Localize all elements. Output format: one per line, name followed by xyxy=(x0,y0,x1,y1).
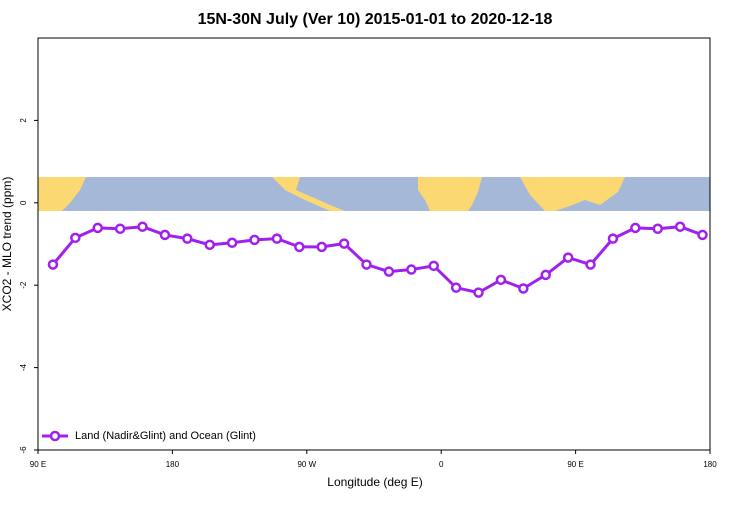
y-tick-label: 0 xyxy=(19,200,28,205)
point xyxy=(70,232,81,244)
x-tick-label: 90 E xyxy=(567,460,583,469)
point xyxy=(607,233,619,244)
legend: Land (Nadir&Glint) and Ocean (Glint) xyxy=(42,430,256,442)
point xyxy=(271,233,283,244)
point xyxy=(674,221,686,232)
point xyxy=(294,241,305,253)
y-tick-label: -2 xyxy=(19,281,28,289)
point xyxy=(518,283,529,294)
series-line xyxy=(51,225,704,295)
point xyxy=(585,259,596,270)
point xyxy=(697,229,708,241)
point xyxy=(428,260,439,272)
map-band xyxy=(38,177,710,211)
point xyxy=(406,264,417,275)
point xyxy=(473,287,484,298)
point xyxy=(316,241,327,253)
point xyxy=(450,282,462,293)
point xyxy=(338,238,350,249)
point xyxy=(47,259,59,270)
point xyxy=(92,222,103,234)
point xyxy=(137,221,148,232)
plot-frame xyxy=(37,37,711,451)
x-tick-label: 0 xyxy=(439,460,444,469)
point xyxy=(562,252,574,263)
point xyxy=(204,239,215,251)
y-axis-label: XCO2 - MLO trend (ppm) xyxy=(0,177,14,312)
x-tick-label: 180 xyxy=(166,460,180,469)
point xyxy=(182,233,193,244)
point xyxy=(630,222,641,234)
y-tick-label: 2 xyxy=(19,118,28,123)
y-tick-label: -6 xyxy=(19,446,28,454)
chart-title: 15N-30N July (Ver 10) 2015-01-01 to 2020… xyxy=(198,11,553,28)
x-tick-label: 180 xyxy=(703,460,717,469)
y-tick-label: -4 xyxy=(19,363,28,371)
legend-label: Land (Nadir&Glint) and Ocean (Glint) xyxy=(75,430,256,442)
point xyxy=(361,259,372,270)
point xyxy=(249,234,260,246)
x-axis-label: Longitude (deg E) xyxy=(327,475,422,489)
point xyxy=(159,229,171,241)
x-tick-label: 90 E xyxy=(30,460,46,469)
point xyxy=(226,237,238,249)
point xyxy=(652,223,663,235)
point xyxy=(383,266,395,277)
point xyxy=(114,223,126,235)
point xyxy=(495,274,507,286)
x-tick-label: 90 W xyxy=(297,460,316,469)
point xyxy=(540,269,551,281)
legend-marker xyxy=(49,430,61,442)
